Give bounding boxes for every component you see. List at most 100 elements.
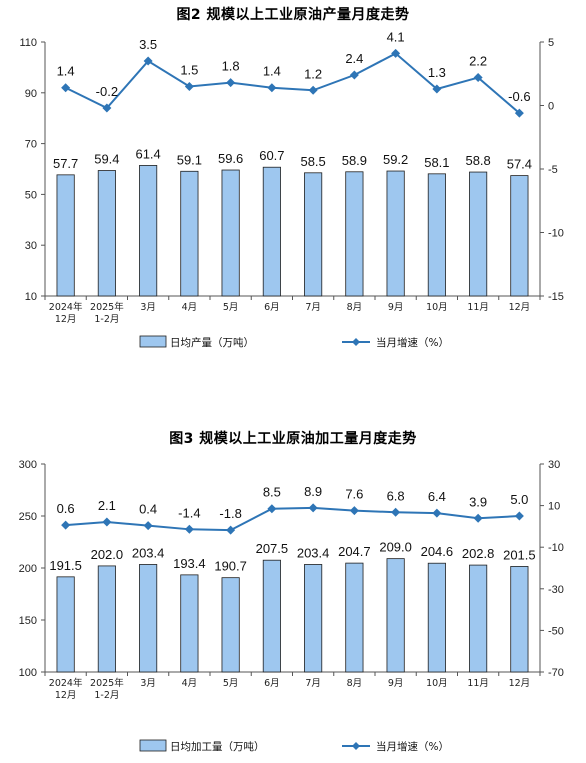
chart3-bar-label: 190.7 <box>214 559 247 574</box>
chart3-growth-label: 8.9 <box>304 484 322 499</box>
chart3-left-tick-label: 200 <box>19 563 37 575</box>
chart3-growth-label: 6.8 <box>387 488 405 503</box>
chart3-bar <box>139 564 158 673</box>
chart2-bar <box>221 169 240 297</box>
chart2-bar <box>56 174 75 297</box>
chart3-growth-line <box>65 506 520 532</box>
chart2-x-tick-label: 6月 <box>264 302 280 313</box>
chart3-x-tick-label: 12月 <box>55 690 77 701</box>
chart2-growth-point <box>267 83 277 93</box>
chart3-legend-line-marker <box>352 742 360 750</box>
chart3-x-tick-label: 10月 <box>426 678 448 689</box>
chart3-bar-label: 204.6 <box>421 544 454 559</box>
chart2-x-tick-label: 4月 <box>182 302 198 313</box>
chart2-bar-label: 57.7 <box>53 156 78 171</box>
chart3-growth-label: 5.0 <box>510 492 528 507</box>
chart2-growth-label: 2.4 <box>345 51 363 66</box>
chart2-growth-point <box>102 103 112 113</box>
chart2-bar-label: 59.2 <box>383 152 408 167</box>
chart3-bar <box>510 566 529 673</box>
chart2-x-tick-label: 5月 <box>223 302 239 313</box>
chart2-left-tick-label: 110 <box>19 37 37 49</box>
chart2-growth-point <box>226 78 236 88</box>
chart2-bar-label: 58.1 <box>424 155 449 170</box>
chart3-right-tick-label: 30 <box>548 459 560 471</box>
chart2-bar <box>304 172 323 297</box>
chart3-legend-bar-label: 日均加工量（万吨） <box>170 740 265 753</box>
chart2-bar <box>427 173 446 297</box>
chart2-growth-point <box>432 84 442 94</box>
chart3-bar-label: 202.8 <box>462 546 495 561</box>
chart2-x-tick-label: 8月 <box>347 302 363 313</box>
chart3-legend-bar-swatch <box>139 739 167 752</box>
chart2-growth-label: 1.2 <box>304 66 322 81</box>
chart3-bar <box>97 565 116 673</box>
chart2-bar <box>386 170 405 297</box>
chart3-bar <box>180 574 199 673</box>
chart3-bar <box>469 564 488 673</box>
chart2-growth-label: 1.4 <box>263 64 281 79</box>
chart3-bar <box>345 562 364 673</box>
chart3-growth-label: -1.4 <box>178 505 200 520</box>
chart2-bar <box>262 166 281 297</box>
chart3-x-tick-label: 9月 <box>388 678 404 689</box>
chart2-bar-label: 59.4 <box>94 152 119 167</box>
chart3-growth-point <box>267 504 277 514</box>
chart2-growth-label: -0.6 <box>508 89 530 104</box>
chart2-growth-label: -0.2 <box>96 84 118 99</box>
chart2-x-tick-label: 12月 <box>55 314 77 325</box>
chart2-legend-line-label: 当月增速（%） <box>376 336 449 349</box>
chart2-plot: 1030507090110-15-10-5052024年12月2025年1-2月… <box>19 29 564 349</box>
chart2-growth-label: 1.3 <box>428 65 446 80</box>
chart2-growth-point <box>514 108 524 118</box>
chart2-right-tick-label: -10 <box>548 228 564 240</box>
chart3-growth-point <box>226 525 236 535</box>
chart2-left-tick-label: 30 <box>25 240 37 252</box>
chart3-bar <box>262 559 281 673</box>
chart3-bar <box>221 577 240 673</box>
chart3-growth-point <box>102 517 112 527</box>
chart2-x-tick-label: 3月 <box>140 302 156 313</box>
chart3-x-tick-label: 12月 <box>509 678 531 689</box>
chart2-right-tick-label: 5 <box>548 37 554 49</box>
chart2-growth-label: 1.8 <box>222 59 240 74</box>
chart3-right-tick-label: -70 <box>548 667 564 679</box>
chart3-x-tick-label: 4月 <box>182 678 198 689</box>
chart2-bar <box>469 171 488 297</box>
chart2-bar-label: 58.9 <box>342 153 367 168</box>
chart3-growth-label: -1.8 <box>219 506 241 521</box>
chart3-bar-label: 207.5 <box>256 541 289 556</box>
chart2-growth-point <box>61 83 71 93</box>
chart2-bar-label: 57.4 <box>507 157 532 172</box>
chart2-growth-point <box>349 70 359 80</box>
chart2-x-tick-label: 7月 <box>305 302 321 313</box>
chart2-bar-label: 59.1 <box>177 152 202 167</box>
chart2-growth-point <box>391 48 401 58</box>
chart2-growth-point <box>308 85 318 95</box>
chart3-growth-label: 6.4 <box>428 489 446 504</box>
chart3-bar-label: 209.0 <box>379 540 412 555</box>
chart2-growth-label: 1.5 <box>180 62 198 77</box>
chart2-growth-line <box>65 52 521 114</box>
chart2-growth-label: 4.1 <box>387 29 405 44</box>
chart3-bar-label: 202.0 <box>91 547 124 562</box>
chart3-bar-label: 191.5 <box>49 558 82 573</box>
chart3-bar-label: 203.4 <box>132 545 165 560</box>
chart2-left-tick-label: 50 <box>25 189 37 201</box>
chart2-bar <box>510 175 529 297</box>
chart2-legend-bar-label: 日均产量（万吨） <box>170 336 254 349</box>
chart3-x-tick-label: 5月 <box>223 678 239 689</box>
chart2-bar-label: 61.4 <box>135 146 160 161</box>
chart3-growth-point <box>514 511 524 521</box>
chart2-growth-point <box>143 56 153 66</box>
chart2-left-tick-label: 10 <box>25 291 37 303</box>
chart2-bar-label: 58.5 <box>300 154 325 169</box>
chart3-bar-label: 203.4 <box>297 545 330 560</box>
chart2-right-tick-label: -5 <box>548 164 558 176</box>
chart2-x-tick-label: 11月 <box>467 302 489 313</box>
chart2-bar-label: 58.8 <box>465 153 490 168</box>
chart3-growth-point <box>349 506 359 516</box>
chart3-legend-line-label: 当月增速（%） <box>376 740 449 753</box>
chart3-title: 图3 规模以上工业原油加工量月度走势 <box>169 431 417 447</box>
